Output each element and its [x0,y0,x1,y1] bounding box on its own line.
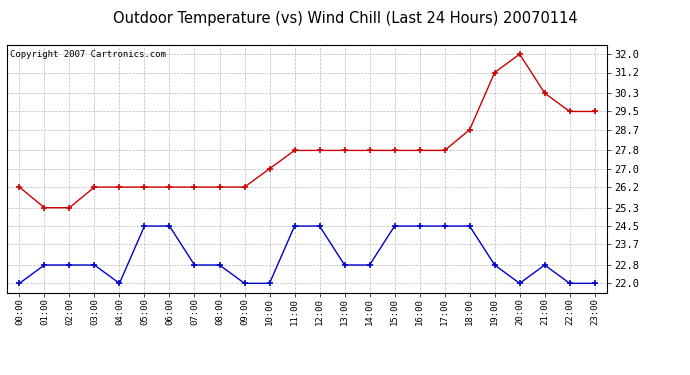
Text: Copyright 2007 Cartronics.com: Copyright 2007 Cartronics.com [10,50,166,59]
Text: Outdoor Temperature (vs) Wind Chill (Last 24 Hours) 20070114: Outdoor Temperature (vs) Wind Chill (Las… [112,11,578,26]
